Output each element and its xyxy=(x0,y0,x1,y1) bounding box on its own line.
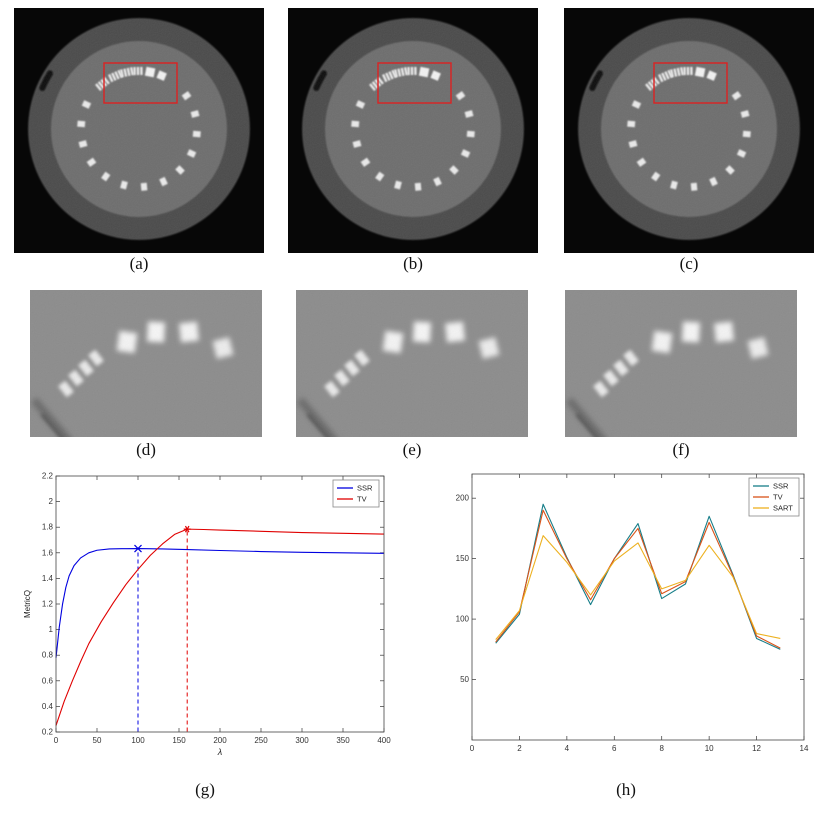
svg-text:SSR: SSR xyxy=(357,484,373,493)
svg-text:8: 8 xyxy=(659,744,664,753)
svg-text:2: 2 xyxy=(49,497,54,506)
svg-text:200: 200 xyxy=(456,494,470,503)
svg-text:SART: SART xyxy=(773,504,793,513)
svg-text:10: 10 xyxy=(705,744,714,753)
svg-text:0.6: 0.6 xyxy=(42,676,54,685)
phantom-image-b xyxy=(288,8,538,253)
panel-label-f: (f) xyxy=(672,440,690,459)
svg-text:TV: TV xyxy=(773,493,783,502)
svg-text:6: 6 xyxy=(612,744,617,753)
svg-text:2.2: 2.2 xyxy=(42,472,54,481)
svg-text:0.2: 0.2 xyxy=(42,728,54,737)
panel-label-a: (a) xyxy=(129,254,149,273)
panel-label-g: (g) xyxy=(195,780,215,799)
svg-text:50: 50 xyxy=(93,736,102,745)
svg-text:150: 150 xyxy=(172,736,186,745)
svg-text:0: 0 xyxy=(470,744,475,753)
svg-text:λ: λ xyxy=(217,747,222,757)
svg-text:100: 100 xyxy=(456,615,470,624)
phantom-image-c xyxy=(564,8,814,253)
panel-label-d: (d) xyxy=(136,440,156,459)
svg-text:50: 50 xyxy=(460,675,469,684)
svg-text:14: 14 xyxy=(800,744,809,753)
svg-text:0: 0 xyxy=(54,736,59,745)
svg-text:4: 4 xyxy=(565,744,570,753)
svg-text:300: 300 xyxy=(295,736,309,745)
svg-text:100: 100 xyxy=(131,736,145,745)
panel-label-h: (h) xyxy=(616,780,636,799)
svg-text:400: 400 xyxy=(377,736,391,745)
svg-text:12: 12 xyxy=(752,744,761,753)
chart-intensity-profiles: 0 2 4 6 8 10 12 14 50 100 150 200 SSR TV SART xyxy=(456,473,809,753)
panel-label-b: (b) xyxy=(403,254,423,273)
svg-text:2: 2 xyxy=(517,744,522,753)
svg-text:1.8: 1.8 xyxy=(42,523,54,532)
svg-text:1.2: 1.2 xyxy=(42,600,54,609)
svg-text:150: 150 xyxy=(456,554,470,563)
phantom-image-a xyxy=(14,8,264,253)
svg-text:1: 1 xyxy=(49,625,54,634)
svg-text:MetricQ: MetricQ xyxy=(23,590,32,618)
svg-text:1.6: 1.6 xyxy=(42,548,54,557)
chart-metricq-vs-lambda: 0 50 100 150 200 250 300 350 400 0.2 0.4 0.6 0.8 1 1.2… xyxy=(23,472,391,758)
svg-text:0.4: 0.4 xyxy=(42,702,54,711)
roi-crop-image-f xyxy=(565,290,797,437)
panel-label-e: (e) xyxy=(402,440,422,459)
svg-text:350: 350 xyxy=(336,736,350,745)
svg-text:250: 250 xyxy=(254,736,268,745)
roi-crop-image-d xyxy=(30,290,262,437)
roi-crop-image-e xyxy=(296,290,528,437)
svg-text:1.4: 1.4 xyxy=(42,574,54,583)
svg-text:0.8: 0.8 xyxy=(42,651,54,660)
svg-text:SSR: SSR xyxy=(773,482,789,491)
panel-label-c: (c) xyxy=(679,254,699,273)
svg-text:TV: TV xyxy=(357,495,367,504)
svg-text:200: 200 xyxy=(213,736,227,745)
